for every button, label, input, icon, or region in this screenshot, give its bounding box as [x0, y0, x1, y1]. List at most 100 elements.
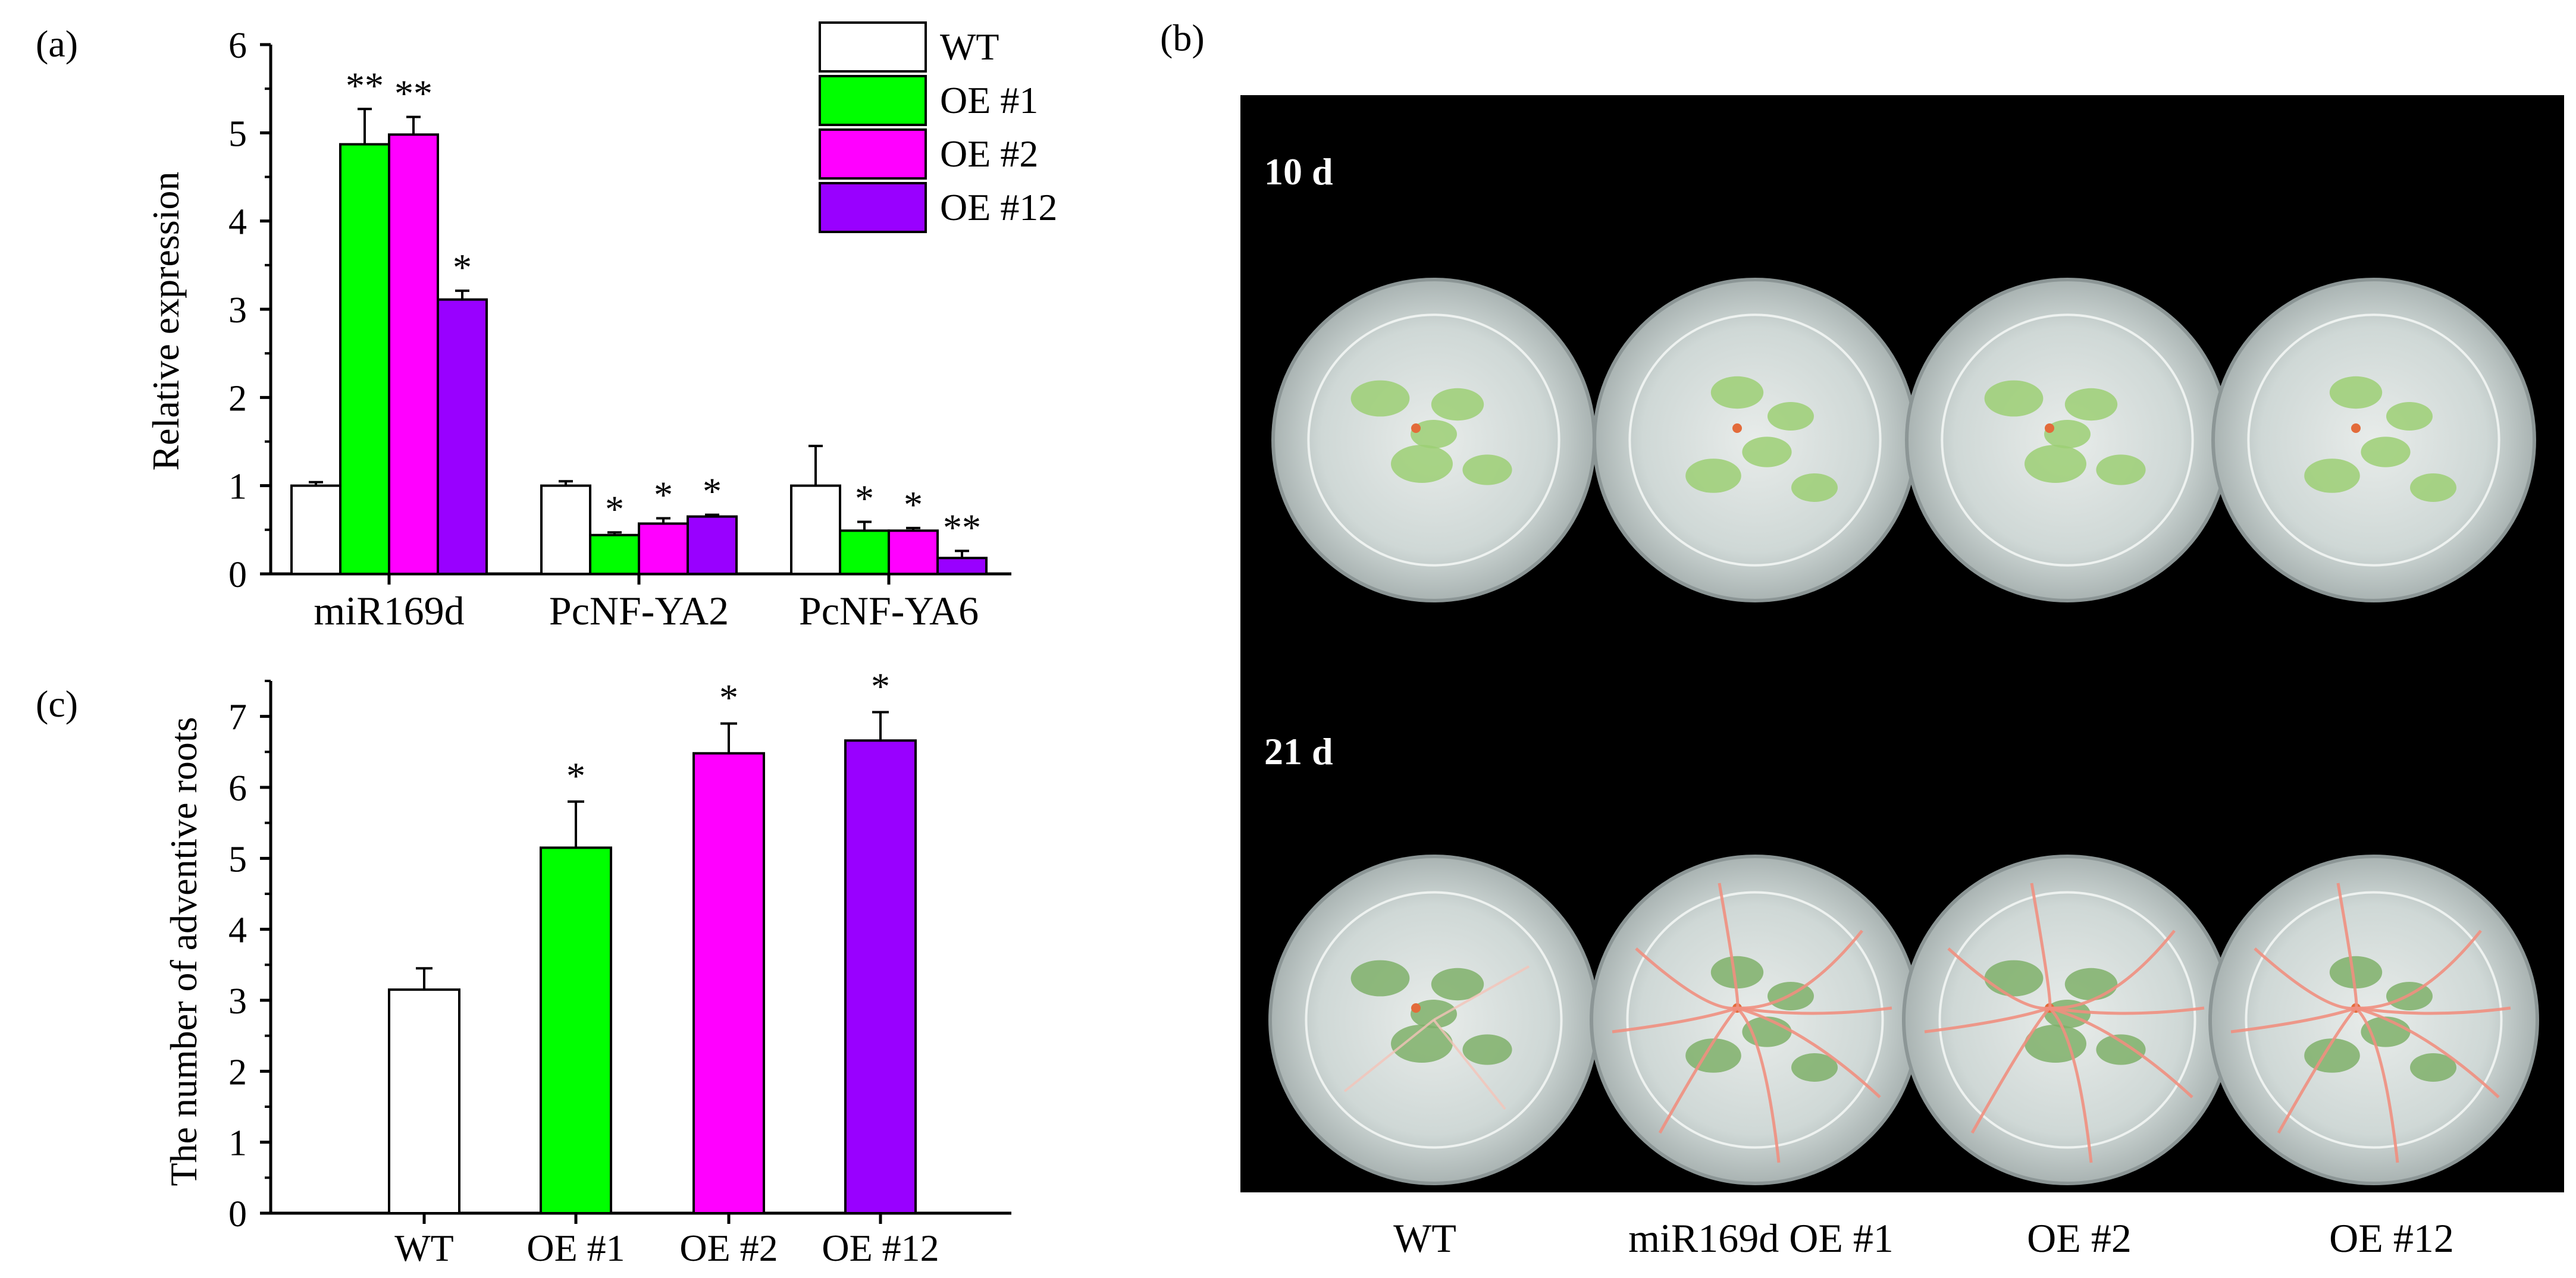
plantlet-leaf	[1710, 956, 1764, 989]
chart-c-ylabel: The number of adventive roots	[162, 717, 205, 1186]
plantlet-leaf	[1431, 968, 1484, 1001]
adventitious-root	[2355, 1006, 2511, 1015]
chart-c-ytick-label: 5	[228, 839, 247, 880]
plantlet-leaf	[1685, 459, 1741, 493]
photo-bottle-label: OE #2	[2027, 1216, 2132, 1261]
plantlet-bud	[2045, 423, 2054, 433]
chart-a-significance: *	[453, 246, 472, 288]
plantlet-leaf	[1710, 376, 1764, 409]
chart-a-legend-label: OE #2	[940, 133, 1038, 175]
adventitious-root	[1924, 1006, 2050, 1034]
adventitious-root	[1343, 1019, 1435, 1092]
adventitious-root	[1658, 1007, 1738, 1134]
photo-row-label-10d: 10 d	[1264, 150, 1333, 193]
chart-a-bar	[790, 484, 841, 576]
plantlet-leaf	[1350, 380, 1410, 417]
culture-bottle	[1268, 855, 1599, 1185]
plantlet-leaf	[1984, 380, 2044, 417]
adventitious-root	[2254, 947, 2356, 1010]
bottle-rim	[2245, 891, 2503, 1149]
bottle-rim	[1626, 891, 1884, 1149]
chart-a-ticks: 0 1 2 3 4 5 6	[228, 26, 271, 595]
chart-a-legend-label: WT	[940, 26, 999, 68]
culture-bottle	[1271, 278, 1596, 602]
plantlet-leaf	[1768, 402, 1814, 431]
adventitious-root	[1433, 965, 1530, 1021]
chart-a-bar	[936, 557, 988, 575]
chart-c-ytick-label: 4	[228, 910, 247, 951]
chart-a-ytick-label: 2	[228, 378, 247, 419]
plantlet-leaf	[1984, 960, 2044, 997]
adventitious-root	[2336, 883, 2358, 1010]
adventitious-root	[2355, 1006, 2500, 1098]
plantlet-leaf	[2329, 376, 2383, 409]
chart-a-xtick-label: PcNF-YA2	[549, 588, 729, 633]
plantlet-leaf	[1431, 388, 1484, 421]
adventitious-root	[1718, 883, 1740, 1010]
chart-a-legend-swatch	[819, 75, 927, 126]
panel-label-c: (c)	[36, 683, 78, 725]
chart-a-legend: WT OE #1 OE #2 OE #12	[819, 21, 1057, 233]
photo-bottle-label: OE #12	[2329, 1216, 2454, 1261]
plantlet-leaf	[2044, 420, 2091, 448]
adventitious-root	[1970, 1007, 2051, 1134]
chart-c-significance: *	[871, 665, 890, 708]
photo-row-label-21d: 21 d	[1264, 730, 1333, 773]
adventitious-root	[2355, 1007, 2399, 1163]
plantlet-leaf	[1462, 1034, 1512, 1065]
chart-c-ytick-label: 2	[228, 1052, 247, 1092]
chart-a-bar	[888, 529, 939, 575]
plantlet-leaf	[2361, 437, 2411, 467]
chart-c-xtick-label: OE #12	[822, 1227, 939, 1269]
chart-c-xtick-label: OE #1	[527, 1227, 625, 1269]
plantlet-leaf	[1391, 1025, 1453, 1063]
adventitious-root	[2048, 1007, 2093, 1163]
culture-bottle	[1905, 278, 2230, 602]
chart-a-legend-label: OE #1	[940, 79, 1038, 121]
plantlet-leaf	[2096, 454, 2146, 485]
panel-b: (b) 10 d 21 d WT miR169d OE #1 OE #2 OE #12	[1160, 17, 2564, 1261]
chart-a-bar	[437, 298, 488, 575]
panel-label-b: (b)	[1160, 17, 1205, 59]
chart-a-ylabel: Relative expression	[145, 172, 187, 471]
plantlet-bud	[1411, 1003, 1421, 1013]
plantlet-bud	[1732, 423, 1742, 433]
chart-a-significance: *	[904, 483, 923, 526]
chart-c-ytick-label: 6	[228, 768, 247, 809]
plantlet-leaf	[1411, 420, 1457, 448]
bottle-rim	[1307, 313, 1560, 567]
chart-c-categories: WT OE #1 OE #2 OE #12	[394, 1213, 939, 1269]
plantlet-leaf	[2064, 388, 2118, 421]
culture-bottle	[2208, 855, 2539, 1185]
culture-bottle	[1902, 855, 2233, 1185]
photo-bottle-labels: WT miR169d OE #1 OE #2 OE #12	[1393, 1216, 2454, 1261]
chart-a-bar	[540, 484, 591, 576]
adventitious-root	[1612, 1006, 1738, 1034]
chart-a-legend-label: OE #12	[940, 186, 1057, 228]
photo-bottle-label: miR169d OE #1	[1628, 1216, 1894, 1261]
culture-bottle	[2211, 278, 2536, 602]
adventitious-root	[2049, 930, 2176, 1010]
plantlet-bud	[1411, 423, 1421, 433]
plantlet-leaf	[1411, 1000, 1457, 1028]
photo-bottle-label: WT	[1393, 1216, 1456, 1261]
bottle-rim	[1938, 891, 2196, 1149]
adventitious-root	[2230, 1006, 2356, 1034]
panel-label-a: (a)	[36, 23, 78, 65]
adventitious-root	[1737, 1006, 1881, 1098]
plantlet-leaf	[2329, 956, 2383, 989]
adventitious-root	[1635, 947, 1738, 1010]
chart-c-bar	[844, 739, 917, 1214]
plantlet-leaf	[2096, 1034, 2146, 1065]
chart-a-bar	[290, 484, 341, 576]
plantlet-leaf	[2361, 1016, 2411, 1047]
chart-c-ytick-label: 3	[228, 981, 247, 1022]
chart-a-legend-swatch	[819, 182, 927, 233]
plantlet-leaf	[1742, 437, 1792, 467]
plantlet-leaf	[2386, 402, 2433, 431]
chart-c-ytick-label: 1	[228, 1123, 247, 1164]
chart-a-bar	[638, 522, 689, 576]
chart-c-ytick-label: 7	[228, 698, 247, 738]
